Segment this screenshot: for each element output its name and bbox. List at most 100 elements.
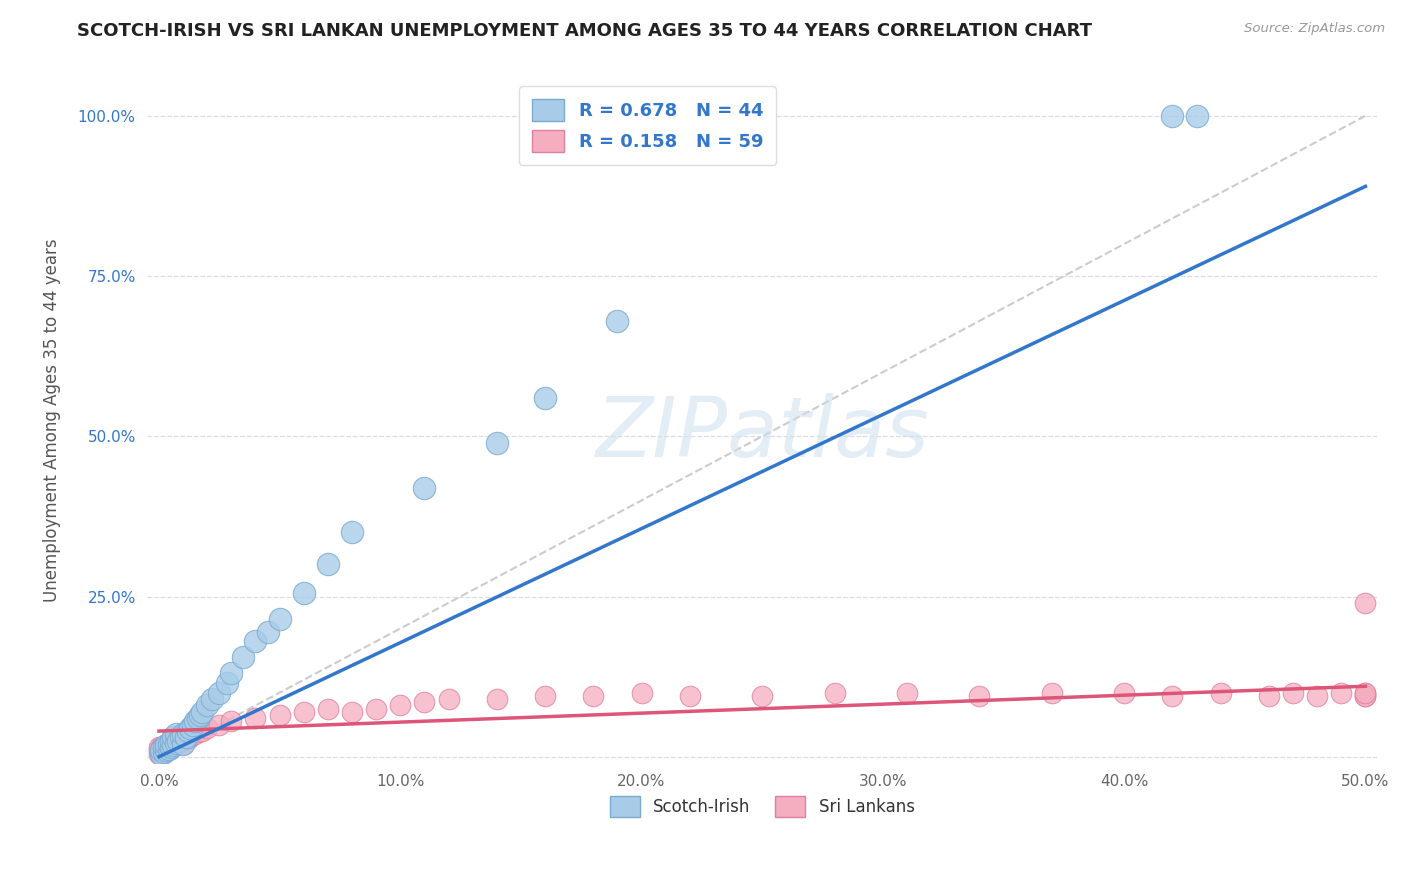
Point (1306, 689, 1329, 703)
Point (162, 738, 184, 752)
Point (191, 705, 214, 719)
Point (152, 745, 174, 759)
Point (181, 717, 204, 731)
Point (1185, 109, 1208, 123)
Point (245, 634, 267, 648)
Point (389, 698, 412, 713)
Point (167, 736, 190, 750)
Point (340, 525, 363, 540)
Point (155, 743, 177, 757)
Point (160, 740, 183, 755)
Point (155, 743, 177, 757)
Point (172, 737, 194, 751)
Point (1209, 685, 1232, 699)
Point (165, 727, 187, 741)
Y-axis label: Unemployment Among Ages 35 to 44 years: Unemployment Among Ages 35 to 44 years (44, 238, 60, 602)
Point (824, 685, 846, 699)
Point (167, 733, 190, 747)
Point (534, 689, 557, 703)
Point (150, 740, 173, 755)
Point (582, 689, 605, 703)
Point (316, 558, 339, 572)
Point (174, 731, 197, 745)
Point (152, 740, 174, 755)
Point (292, 705, 315, 719)
Point (162, 738, 184, 752)
Point (969, 689, 991, 703)
Point (256, 624, 278, 639)
Point (165, 737, 187, 751)
Point (896, 685, 918, 699)
Point (1114, 685, 1136, 699)
Point (485, 692, 508, 706)
Point (162, 731, 184, 745)
Point (187, 711, 209, 725)
Point (1040, 685, 1063, 699)
Point (160, 733, 183, 747)
Point (221, 666, 243, 681)
Point (184, 714, 207, 729)
Point (150, 743, 173, 757)
Point (150, 743, 173, 757)
Point (1354, 689, 1376, 703)
Text: SCOTCH-IRISH VS SRI LANKAN UNEMPLOYMENT AMONG AGES 35 TO 44 YEARS CORRELATION CH: SCOTCH-IRISH VS SRI LANKAN UNEMPLOYMENT … (77, 22, 1092, 40)
Point (366, 701, 388, 715)
Point (155, 738, 177, 752)
Point (188, 708, 211, 723)
Point (157, 742, 180, 756)
Point (195, 698, 218, 713)
Point (177, 724, 200, 739)
Point (316, 701, 339, 715)
Point (1282, 685, 1305, 699)
Point (413, 695, 436, 709)
Point (1354, 685, 1376, 699)
Point (179, 729, 201, 743)
Point (208, 685, 231, 699)
Text: Source: ZipAtlas.com: Source: ZipAtlas.com (1244, 22, 1385, 36)
Point (160, 740, 183, 755)
Point (157, 737, 180, 751)
Point (485, 435, 508, 450)
Text: ZIPatlas: ZIPatlas (595, 393, 929, 475)
Point (292, 586, 315, 600)
Point (157, 737, 180, 751)
Point (184, 727, 207, 741)
Point (208, 717, 231, 731)
Point (1354, 596, 1376, 610)
Point (172, 731, 194, 745)
Point (195, 721, 218, 735)
Point (179, 721, 201, 735)
Point (187, 725, 209, 739)
Point (215, 676, 238, 690)
Point (245, 711, 267, 725)
Point (172, 727, 194, 741)
Point (165, 736, 187, 750)
Point (157, 742, 180, 756)
Point (1354, 685, 1376, 699)
Point (155, 738, 177, 752)
Point (606, 314, 628, 328)
Point (534, 391, 557, 405)
Point (191, 724, 214, 739)
Point (437, 692, 460, 706)
Point (148, 740, 170, 755)
Point (232, 650, 254, 665)
Point (170, 733, 193, 747)
Point (1161, 689, 1184, 703)
Point (201, 692, 224, 706)
Point (340, 705, 363, 719)
Point (269, 612, 291, 626)
Point (150, 747, 173, 761)
Point (148, 743, 170, 757)
Point (630, 685, 652, 699)
Point (152, 745, 174, 759)
Point (152, 740, 174, 755)
Point (413, 481, 436, 495)
Point (269, 708, 291, 723)
Point (751, 689, 773, 703)
Point (160, 736, 183, 750)
Point (148, 747, 170, 761)
Point (1257, 689, 1279, 703)
Legend: Scotch-Irish, Sri Lankans: Scotch-Irish, Sri Lankans (603, 789, 921, 823)
Point (679, 689, 702, 703)
